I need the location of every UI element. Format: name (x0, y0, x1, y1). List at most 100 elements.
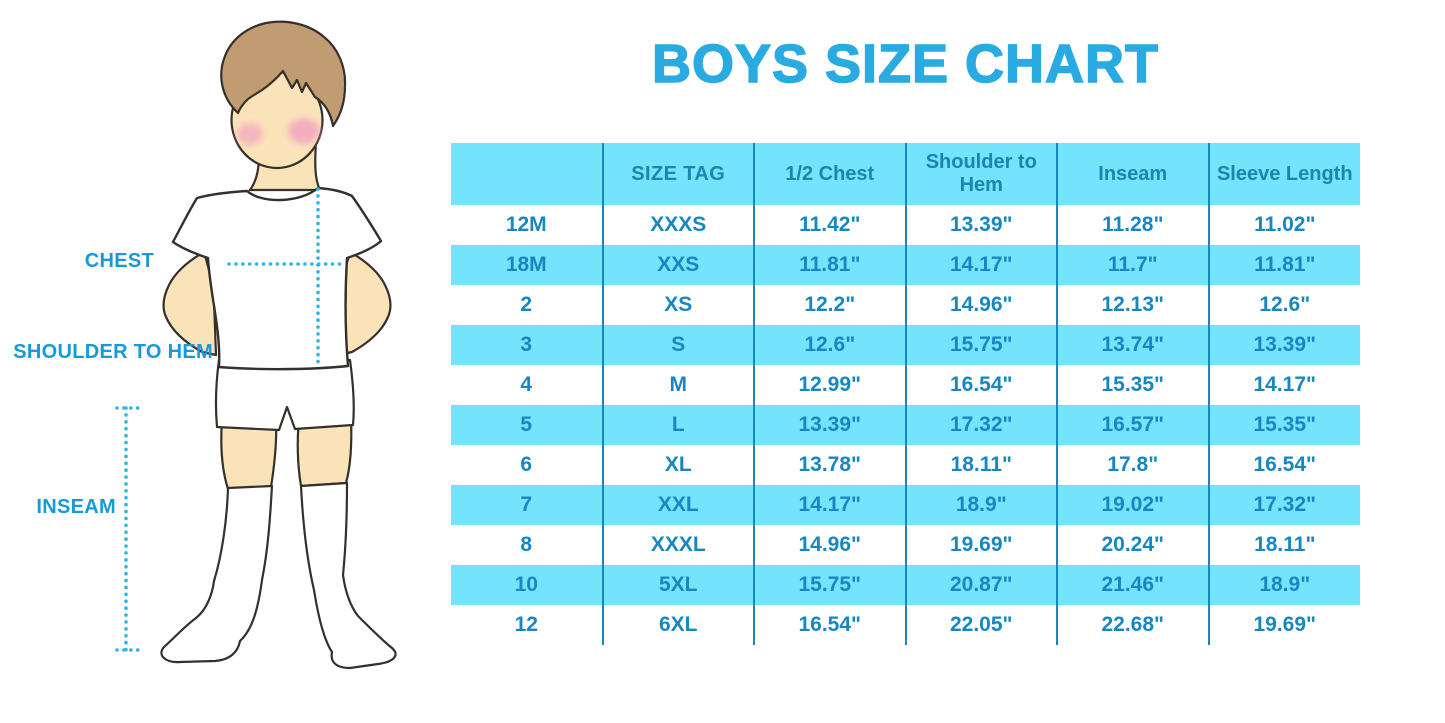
sock-right (299, 481, 397, 670)
table-cell: 16.57" (1056, 405, 1209, 445)
chest-label: CHEST (84, 250, 154, 272)
size-table: SIZE TAG 1/2 Chest Shoulder to Hem Inseam Sl… (451, 143, 1360, 645)
table-cell: 21.46" (1056, 565, 1209, 605)
cheek-left (237, 123, 263, 145)
table-cell: 11.7" (1056, 245, 1209, 285)
table-cell: 12.6" (753, 325, 906, 365)
table-cell: 14.96" (904, 285, 1057, 325)
column-header: 1/2 Chest (753, 143, 906, 205)
table-cell: 13.78" (753, 445, 906, 485)
table-row: 5 L 13.39" 17.32" 16.57" 15.35" (451, 405, 1360, 445)
table-cell: 2 (520, 293, 533, 316)
table-cell: M (601, 365, 754, 405)
table-cell: 19.02" (1056, 485, 1209, 525)
column-header: SIZE TAG (601, 143, 754, 205)
table-cell: 12 (514, 613, 538, 636)
table-cell: 17.32" (904, 405, 1057, 445)
shirt-shape (171, 186, 383, 371)
table-cell: 3 (451, 325, 603, 365)
column-header: Inseam (1056, 143, 1209, 205)
table-cell: XXXL (601, 525, 754, 565)
table-row: 7 XXL 14.17" 18.9" 19.02" 17.32" (451, 485, 1360, 525)
column-header: Sleeve Length (1207, 143, 1360, 205)
table-cell: 11.81" (753, 245, 906, 285)
table-cell: 12.99" (753, 365, 906, 405)
column-header (451, 143, 603, 205)
boy-illustration (115, 20, 397, 670)
table-row: 12 6XL 16.54" 22.05" 22.68" 19.69" (451, 605, 1360, 645)
table-cell: 15.35" (1056, 365, 1209, 405)
table-cell: 14.17" (753, 485, 906, 525)
table-cell: 22.05" (904, 605, 1057, 645)
table-cell: XS (601, 285, 754, 325)
table-cell: 13.74" (1056, 325, 1209, 365)
table-cell: 14.96" (753, 525, 906, 565)
table-cell: 11.02" (1207, 205, 1360, 245)
table-cell: 4 (520, 373, 533, 396)
table-cell: 16.54" (753, 605, 906, 645)
table-cell: 12.6" (1207, 285, 1360, 325)
table-cell: 22.68" (1056, 605, 1209, 645)
shorts-shape (214, 358, 355, 432)
table-row: 4 M 12.99" 16.54" 15.35" 14.17" (451, 365, 1360, 405)
table-cell: 5XL (601, 565, 754, 605)
table-cell: 14.17" (904, 245, 1057, 285)
hair-shape (220, 20, 347, 128)
table-cell: 11.42" (753, 205, 906, 245)
cheek-right (288, 118, 320, 144)
table-row: 10 5XL 15.75" 20.87" 21.46" 18.9" (451, 565, 1360, 605)
shoulder-to-hem-label: SHOULDER TO HEM (13, 341, 213, 363)
table-cell: 18.11" (904, 445, 1057, 485)
table-row: 2 XS 12.2" 14.96" 12.13" 12.6" (451, 285, 1360, 325)
table-cell: S (601, 325, 754, 365)
table-cell: 11.81" (1207, 245, 1360, 285)
table-cell: 15.75" (904, 325, 1057, 365)
table-cell: 12.2" (753, 285, 906, 325)
table-cell: XL (601, 445, 754, 485)
table-cell: 19.69" (1207, 605, 1360, 645)
sock-left (160, 484, 274, 664)
table-cell: 7 (451, 485, 603, 525)
table-cell: 13.39" (753, 405, 906, 445)
table-cell: 5 (451, 405, 603, 445)
table-cell: XXS (601, 245, 754, 285)
table-cell: 13.39" (1207, 325, 1360, 365)
column-header: Shoulder to Hem (904, 143, 1057, 205)
table-cell: 17.8" (1056, 445, 1209, 485)
table-row: 3 S 12.6" 15.75" 13.74" 13.39" (451, 325, 1360, 365)
inseam-label: INSEAM (36, 496, 116, 518)
table-cell: 11.28" (1056, 205, 1209, 245)
table-cell: 6 (520, 453, 533, 476)
size-table-body: 12M XXXS 11.42" 13.39" 11.28" 11.02" 18M XXS 11.… (451, 205, 1360, 645)
table-cell: L (601, 405, 754, 445)
table-cell: 15.75" (753, 565, 906, 605)
page-title: BOYS SIZE CHART (651, 33, 1160, 95)
table-cell: XXXS (601, 205, 754, 245)
table-header-row: SIZE TAG 1/2 Chest Shoulder to Hem Inseam Sl… (451, 143, 1360, 205)
table-cell: 16.54" (1207, 445, 1360, 485)
table-cell: 12M (505, 213, 547, 236)
table-cell: 10 (451, 565, 603, 605)
table-cell: 18.9" (1207, 565, 1360, 605)
table-cell: 15.35" (1207, 405, 1360, 445)
table-row: 18M XXS 11.81" 14.17" 11.7" 11.81" (451, 245, 1360, 285)
table-row: 8 XXXL 14.96" 19.69" 20.24" 18.11" (451, 525, 1360, 565)
table-cell: 17.32" (1207, 485, 1360, 525)
table-row: 6 XL 13.78" 18.11" 17.8" 16.54" (451, 445, 1360, 485)
measurement-diagram: CHEST SHOULDER TO HEM INSEAM (0, 0, 450, 723)
table-cell: 20.24" (1056, 525, 1209, 565)
table-cell: 6XL (601, 605, 754, 645)
table-cell: 18M (451, 245, 603, 285)
table-cell: 20.87" (904, 565, 1057, 605)
table-cell: 8 (520, 533, 533, 556)
table-cell: 19.69" (904, 525, 1057, 565)
table-row: 12M XXXS 11.42" 13.39" 11.28" 11.02" (451, 205, 1360, 245)
table-cell: 18.11" (1207, 525, 1360, 565)
table-cell: XXL (601, 485, 754, 525)
table-cell: 12.13" (1056, 285, 1209, 325)
table-cell: 14.17" (1207, 365, 1360, 405)
table-cell: 18.9" (904, 485, 1057, 525)
table-cell: 13.39" (904, 205, 1057, 245)
table-cell: 16.54" (904, 365, 1057, 405)
